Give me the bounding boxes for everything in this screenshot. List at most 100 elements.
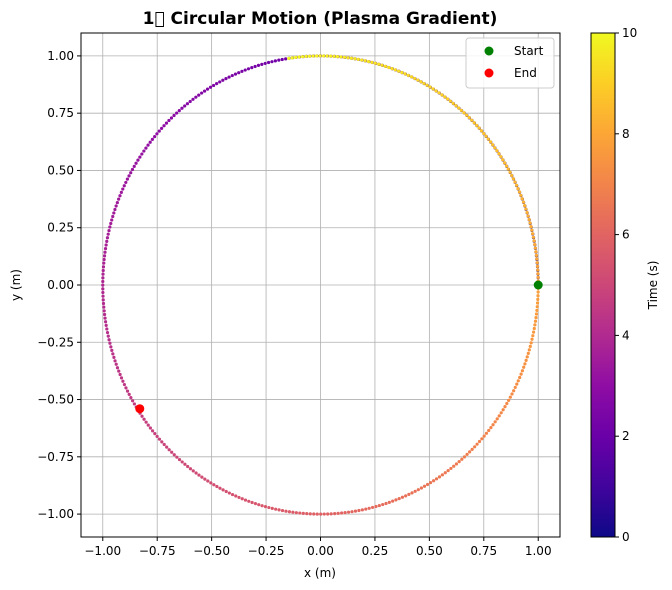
trajectory-point (533, 319, 538, 323)
trajectory-point (329, 512, 333, 516)
trajectory-point (440, 93, 444, 97)
trajectory-point (250, 66, 254, 70)
trajectory-point (413, 489, 417, 493)
trajectory-point (457, 106, 461, 110)
trajectory-point (484, 431, 489, 435)
trajectory-point (301, 511, 305, 515)
trajectory-point (419, 486, 424, 490)
trajectory-point (185, 102, 190, 106)
trajectory-point (150, 137, 154, 142)
trajectory-point (535, 305, 539, 309)
trajectory-point (153, 432, 157, 436)
trajectory-point (164, 121, 169, 125)
trajectory-point (167, 448, 171, 452)
trajectory-point (387, 65, 391, 70)
trajectory-point (322, 512, 326, 516)
trajectory-point (102, 261, 106, 265)
trajectory-point (114, 204, 118, 208)
trajectory-point (535, 301, 540, 305)
trajectory-point (528, 221, 532, 225)
trajectory-point (110, 218, 114, 222)
trajectory-point (527, 348, 531, 352)
trajectory-point (136, 158, 140, 162)
trajectory-point (477, 126, 481, 130)
trajectory-point (103, 250, 107, 254)
trajectory-point (162, 442, 166, 447)
trajectory-point (534, 253, 539, 257)
trajectory-point (533, 246, 537, 250)
trajectory-point (520, 369, 525, 373)
trajectory-point (374, 504, 378, 509)
trajectory-point (107, 228, 111, 233)
trajectory-point (191, 469, 195, 473)
trajectory-point (516, 379, 520, 383)
colorbar-tick-label: 2 (622, 429, 630, 443)
y-tick-label: 0.25 (47, 221, 74, 235)
trajectory-point (227, 75, 231, 79)
trajectory-point (284, 509, 288, 513)
trajectory-point (425, 83, 429, 87)
trajectory-point (416, 78, 420, 82)
trajectory-point (103, 320, 108, 324)
trajectory-point (284, 57, 288, 61)
trajectory-point (491, 143, 495, 147)
trajectory-point (340, 511, 344, 515)
trajectory-point (353, 509, 358, 513)
trajectory-point (475, 123, 479, 127)
start-marker (533, 280, 543, 290)
trajectory-point (357, 508, 361, 513)
trajectory-point (419, 80, 423, 84)
trajectory-point (101, 294, 105, 298)
trajectory-point (119, 190, 123, 194)
x-tick-label: 0.75 (470, 544, 497, 558)
x-tick-label: 1.00 (525, 544, 552, 558)
trajectory-point (103, 316, 107, 320)
trajectory-point (131, 399, 135, 403)
trajectory-point (129, 395, 133, 400)
trajectory-point (437, 475, 442, 479)
trajectory-point (297, 55, 301, 59)
trajectory-point (449, 466, 453, 471)
trajectory-point (298, 511, 302, 515)
legend-start-marker (484, 46, 494, 56)
legend: Start End (465, 37, 555, 89)
trajectory-point (409, 75, 414, 79)
trajectory-point (383, 64, 388, 68)
trajectory-point (322, 54, 326, 58)
trajectory-point (366, 59, 371, 64)
trajectory-point (443, 471, 447, 475)
trajectory-point (533, 242, 537, 247)
trajectory-point (443, 95, 447, 99)
trajectory-point (263, 61, 267, 66)
trajectory-point (287, 510, 292, 514)
colorbar: 0 2 4 6 8 10 Time (s) (590, 26, 660, 544)
trajectory-point (518, 375, 522, 380)
trajectory-point (422, 81, 426, 86)
trajectory-point (221, 78, 225, 82)
trajectory-point (230, 492, 235, 497)
trajectory-point (125, 177, 130, 181)
chart-title: 1⃣ Circular Motion (Plasma Gradient) (143, 9, 498, 29)
trajectory-point (336, 511, 340, 515)
x-ticks: −1.00 −0.75 −0.50 −0.25 0.00 0.25 0.50 0.75 1.00 (84, 537, 552, 558)
trajectory-point (319, 512, 323, 516)
trajectory-point (114, 362, 118, 366)
trajectory-point (101, 279, 105, 284)
trajectory-point (473, 445, 477, 449)
trajectory-point (294, 511, 298, 515)
trajectory-point (535, 257, 539, 261)
trajectory-point (470, 447, 474, 451)
trajectory-point (240, 497, 244, 501)
trajectory-point (102, 257, 106, 262)
colorbar-label: Time (s) (646, 261, 660, 311)
trajectory-point (525, 210, 529, 215)
trajectory-point (209, 481, 213, 485)
trajectory-point (138, 155, 142, 159)
trajectory-point (304, 54, 308, 59)
trajectory-point (113, 359, 117, 363)
trajectory-point (400, 495, 405, 499)
trajectory-point (107, 338, 111, 342)
trajectory-point (112, 211, 116, 215)
trajectory-point (536, 268, 540, 272)
trajectory-point (160, 126, 164, 130)
